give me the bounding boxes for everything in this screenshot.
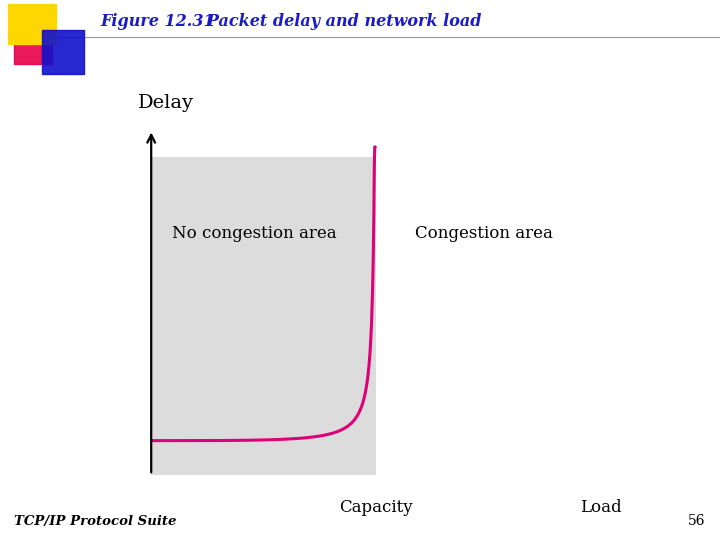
Text: Packet delay and network load: Packet delay and network load [190, 14, 482, 30]
Bar [14, 26, 52, 64]
Text: Capacity: Capacity [339, 500, 413, 516]
Bar [151, 157, 376, 475]
Text: TCP/IP Protocol Suite: TCP/IP Protocol Suite [14, 515, 177, 528]
Bar [42, 30, 84, 74]
Bar [8, 4, 56, 44]
Text: Delay: Delay [138, 94, 194, 112]
Text: 56: 56 [688, 514, 706, 528]
Text: No congestion area: No congestion area [172, 225, 337, 242]
Text: Load: Load [580, 500, 621, 516]
Text: Figure 12.31: Figure 12.31 [100, 14, 215, 30]
Text: Congestion area: Congestion area [415, 225, 553, 242]
